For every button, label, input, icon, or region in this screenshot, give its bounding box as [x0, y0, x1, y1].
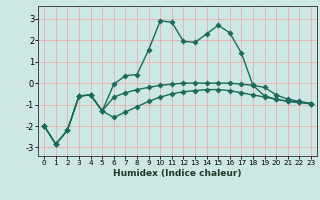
X-axis label: Humidex (Indice chaleur): Humidex (Indice chaleur) [113, 169, 242, 178]
